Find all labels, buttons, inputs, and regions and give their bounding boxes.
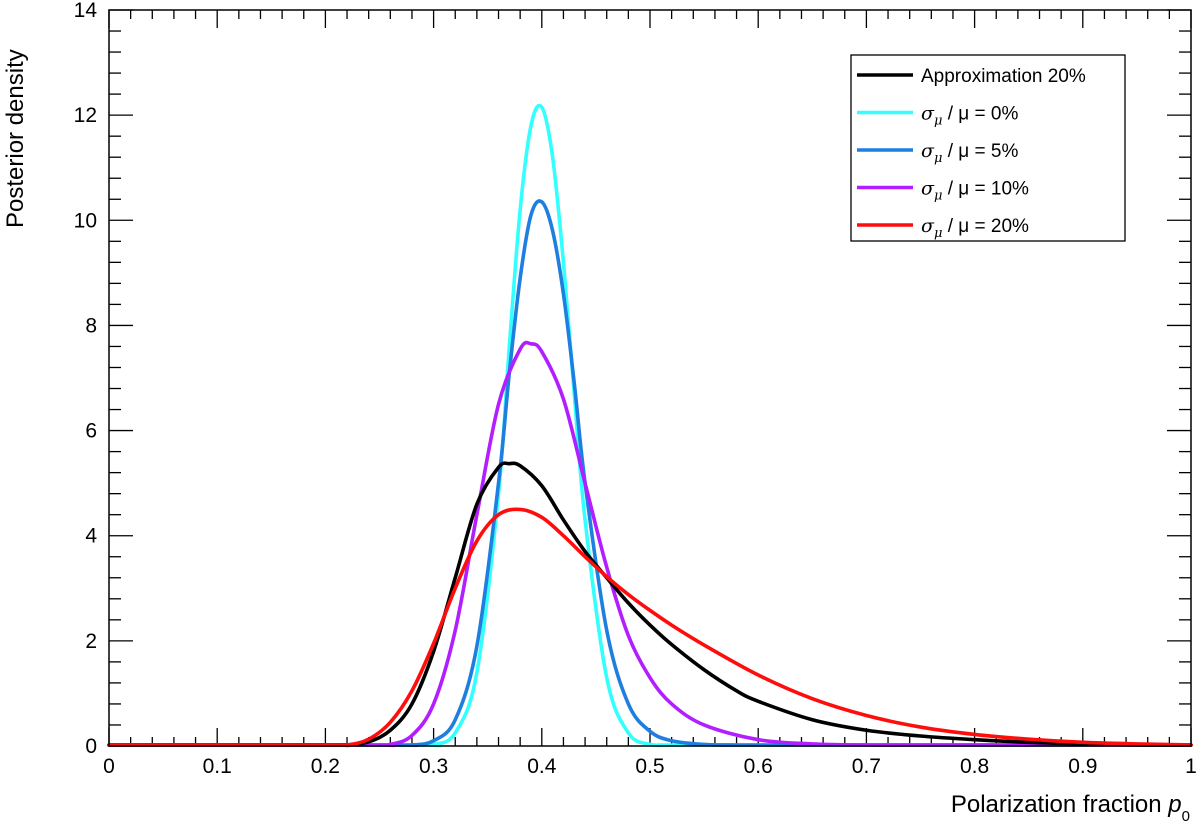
x-axis-title: Polarization fraction p0 — [951, 791, 1190, 825]
x-tick-label: 0.6 — [744, 755, 773, 778]
plot-frame — [108, 9, 1192, 747]
x-tick-label: 0 — [103, 755, 115, 778]
y-tick-label: 4 — [85, 525, 97, 548]
y-tick-label: 10 — [74, 209, 97, 232]
y-tick-label: 6 — [85, 420, 97, 443]
series-line-2 — [107, 199, 1193, 748]
x-tick-label: 0.7 — [852, 755, 881, 778]
series-line-0 — [107, 461, 1193, 747]
series-line-1 — [107, 103, 1193, 748]
x-tick-label: 0.5 — [635, 755, 664, 778]
y-axis-title: Posterior density — [2, 49, 29, 228]
series-line-3 — [107, 340, 1193, 748]
x-tick-label: 0.8 — [960, 755, 989, 778]
y-tick-label: 8 — [85, 314, 97, 337]
series-line-4 — [107, 507, 1193, 748]
legend-label: σμ / μ = 20% — [921, 215, 1029, 241]
y-tick-label: 14 — [74, 0, 98, 22]
series-group — [107, 103, 1193, 748]
plot-border — [108, 9, 1192, 747]
x-tick-label: 0.4 — [527, 755, 557, 778]
legend-label: σμ / μ = 0% — [921, 103, 1018, 129]
x-tick-label: 0.9 — [1068, 755, 1097, 778]
x-tick-label: 0.3 — [419, 755, 448, 778]
x-tick-label: 0.2 — [311, 755, 340, 778]
legend-label: σμ / μ = 5% — [921, 140, 1018, 166]
y-tick-label: 0 — [85, 735, 97, 758]
x-tick-label: 0.1 — [203, 755, 232, 778]
y-tick-label: 12 — [74, 104, 97, 127]
y-tick-label: 2 — [85, 630, 97, 653]
x-tick-label: 1 — [1185, 755, 1197, 778]
legend-label: σμ / μ = 10% — [921, 178, 1029, 204]
legend-label: Approximation 20% — [921, 66, 1086, 87]
legend: Approximation 20% σμ / μ = 0% σμ / μ = 5% σ… — [850, 54, 1126, 242]
legend-box — [850, 54, 1126, 242]
